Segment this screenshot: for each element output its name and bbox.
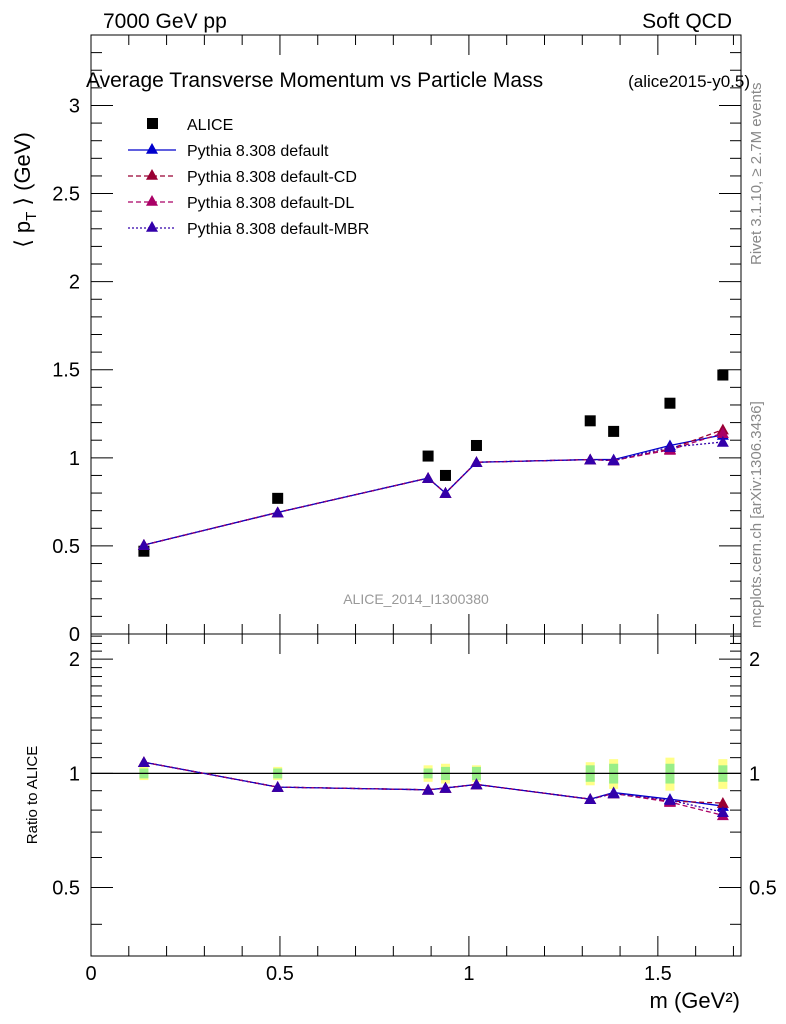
legend-marker xyxy=(146,195,158,206)
chart-title: Average Transverse Momentum vs Particle … xyxy=(86,69,543,92)
main-ylabel: ⟨ pT ⟩ (GeV) xyxy=(10,132,40,248)
main-point-4 xyxy=(422,472,435,483)
main-alice-point xyxy=(584,415,596,427)
ratio-ytick-label: 1 xyxy=(69,763,80,785)
main-ytick-label: 3 xyxy=(69,95,80,117)
main-point-4 xyxy=(584,453,597,465)
ratio-point-3 xyxy=(137,756,150,768)
main-alice-point xyxy=(138,545,150,557)
ratio-point-3 xyxy=(422,783,435,795)
ratio-xtick-label: 0.5 xyxy=(266,963,294,985)
main-point-4 xyxy=(607,454,620,466)
main-ytick-label: 2.5 xyxy=(52,184,80,206)
main-point-4 xyxy=(271,506,284,518)
ratio-xtick-label: 0 xyxy=(85,963,96,985)
ratio-frame xyxy=(90,633,742,957)
main-alice-point xyxy=(470,439,482,451)
main-ytick-label: 0.5 xyxy=(52,536,80,558)
main-point-4 xyxy=(716,435,729,447)
ratio-ytick-label-right: 0.5 xyxy=(749,878,777,900)
main-alice-point xyxy=(717,369,729,381)
svg-text:⟨ pT ⟩ (GeV): ⟨ pT ⟩ (GeV) xyxy=(10,132,40,248)
ratio-ytick-label: 0.5 xyxy=(52,878,80,900)
main-alice-point xyxy=(608,425,620,437)
ratio-ytick-label: 2 xyxy=(69,649,80,671)
analysis-watermark: ALICE_2014_I1300380 xyxy=(343,591,489,607)
x-axis-label: m (GeV²) xyxy=(650,988,740,1013)
ratio-ytick-label-right: 2 xyxy=(749,649,760,671)
ratio-axis-ticks: 0.5 0.5 1 1 2 2 0 0.5 1 1.5 xyxy=(52,634,777,985)
legend-marker xyxy=(146,143,158,154)
legend-marker xyxy=(146,169,158,180)
rivet-label: Rivet 3.1.10, ≥ 2.7M events xyxy=(748,83,765,266)
ratio-xtick-label: 1.5 xyxy=(644,963,672,985)
ratio-point-3 xyxy=(584,793,597,804)
legend-marker xyxy=(146,221,158,232)
main-axis-ticks: 0 0.5 1 1.5 2 2.5 3 xyxy=(52,35,741,646)
main-line-3 xyxy=(143,432,724,546)
ratio-line-3 xyxy=(143,761,724,813)
ratio-xtick-label: 1 xyxy=(463,963,474,985)
main-point-4 xyxy=(470,456,483,468)
ratio-point-3 xyxy=(663,794,676,805)
main-alice-point xyxy=(422,450,434,462)
chart-subtitle: (alice2015-y0.5) xyxy=(628,72,750,91)
main-point-4 xyxy=(663,441,676,453)
legend-label: ALICE xyxy=(187,117,233,134)
legend: ALICE Pythia 8.308 default Pythia 8.308 de… xyxy=(128,117,369,238)
ratio-point-3 xyxy=(607,787,620,799)
main-line-4 xyxy=(143,441,723,546)
legend-label: Pythia 8.308 default-DL xyxy=(187,195,354,212)
header-left: 7000 GeV pp xyxy=(103,10,227,33)
ratio-ytick-label-right: 1 xyxy=(749,763,760,785)
ratio-point-3 xyxy=(271,781,284,792)
legend-marker-alice xyxy=(147,118,158,129)
main-point-3 xyxy=(716,427,729,438)
ratio-point-1 xyxy=(716,797,729,808)
legend-label: Pythia 8.308 default-MBR xyxy=(187,221,369,238)
main-point-4 xyxy=(137,539,150,550)
ratio-series xyxy=(137,756,729,821)
ratio-line-0 xyxy=(143,761,723,807)
main-ytick-label: 1 xyxy=(69,448,80,470)
legend-label: Pythia 8.308 default xyxy=(187,143,329,160)
main-ytick-label: 2 xyxy=(69,272,80,294)
ratio-point-3 xyxy=(716,806,729,817)
main-alice-point xyxy=(272,492,284,504)
ratio-ylabel: Ratio to ALICE xyxy=(24,746,41,844)
main-alice-point xyxy=(439,469,451,481)
main-alice-point xyxy=(664,397,676,409)
header-right: Soft QCD xyxy=(642,10,732,33)
main-line-2 xyxy=(143,429,724,546)
ratio-line-2 xyxy=(143,761,724,816)
ratio-point-3 xyxy=(470,778,483,790)
main-ytick-label: 1.5 xyxy=(52,360,80,382)
main-point-4 xyxy=(439,487,452,498)
ratio-point-3 xyxy=(439,781,452,793)
mcplots-label: mcplots.cern.ch [arXiv:1306.3436] xyxy=(748,401,765,628)
legend-label: Pythia 8.308 default-CD xyxy=(187,169,357,186)
main-ytick-label: 0 xyxy=(69,624,80,646)
main-series xyxy=(137,369,729,557)
ratio-uncertainty-bands xyxy=(139,757,728,791)
